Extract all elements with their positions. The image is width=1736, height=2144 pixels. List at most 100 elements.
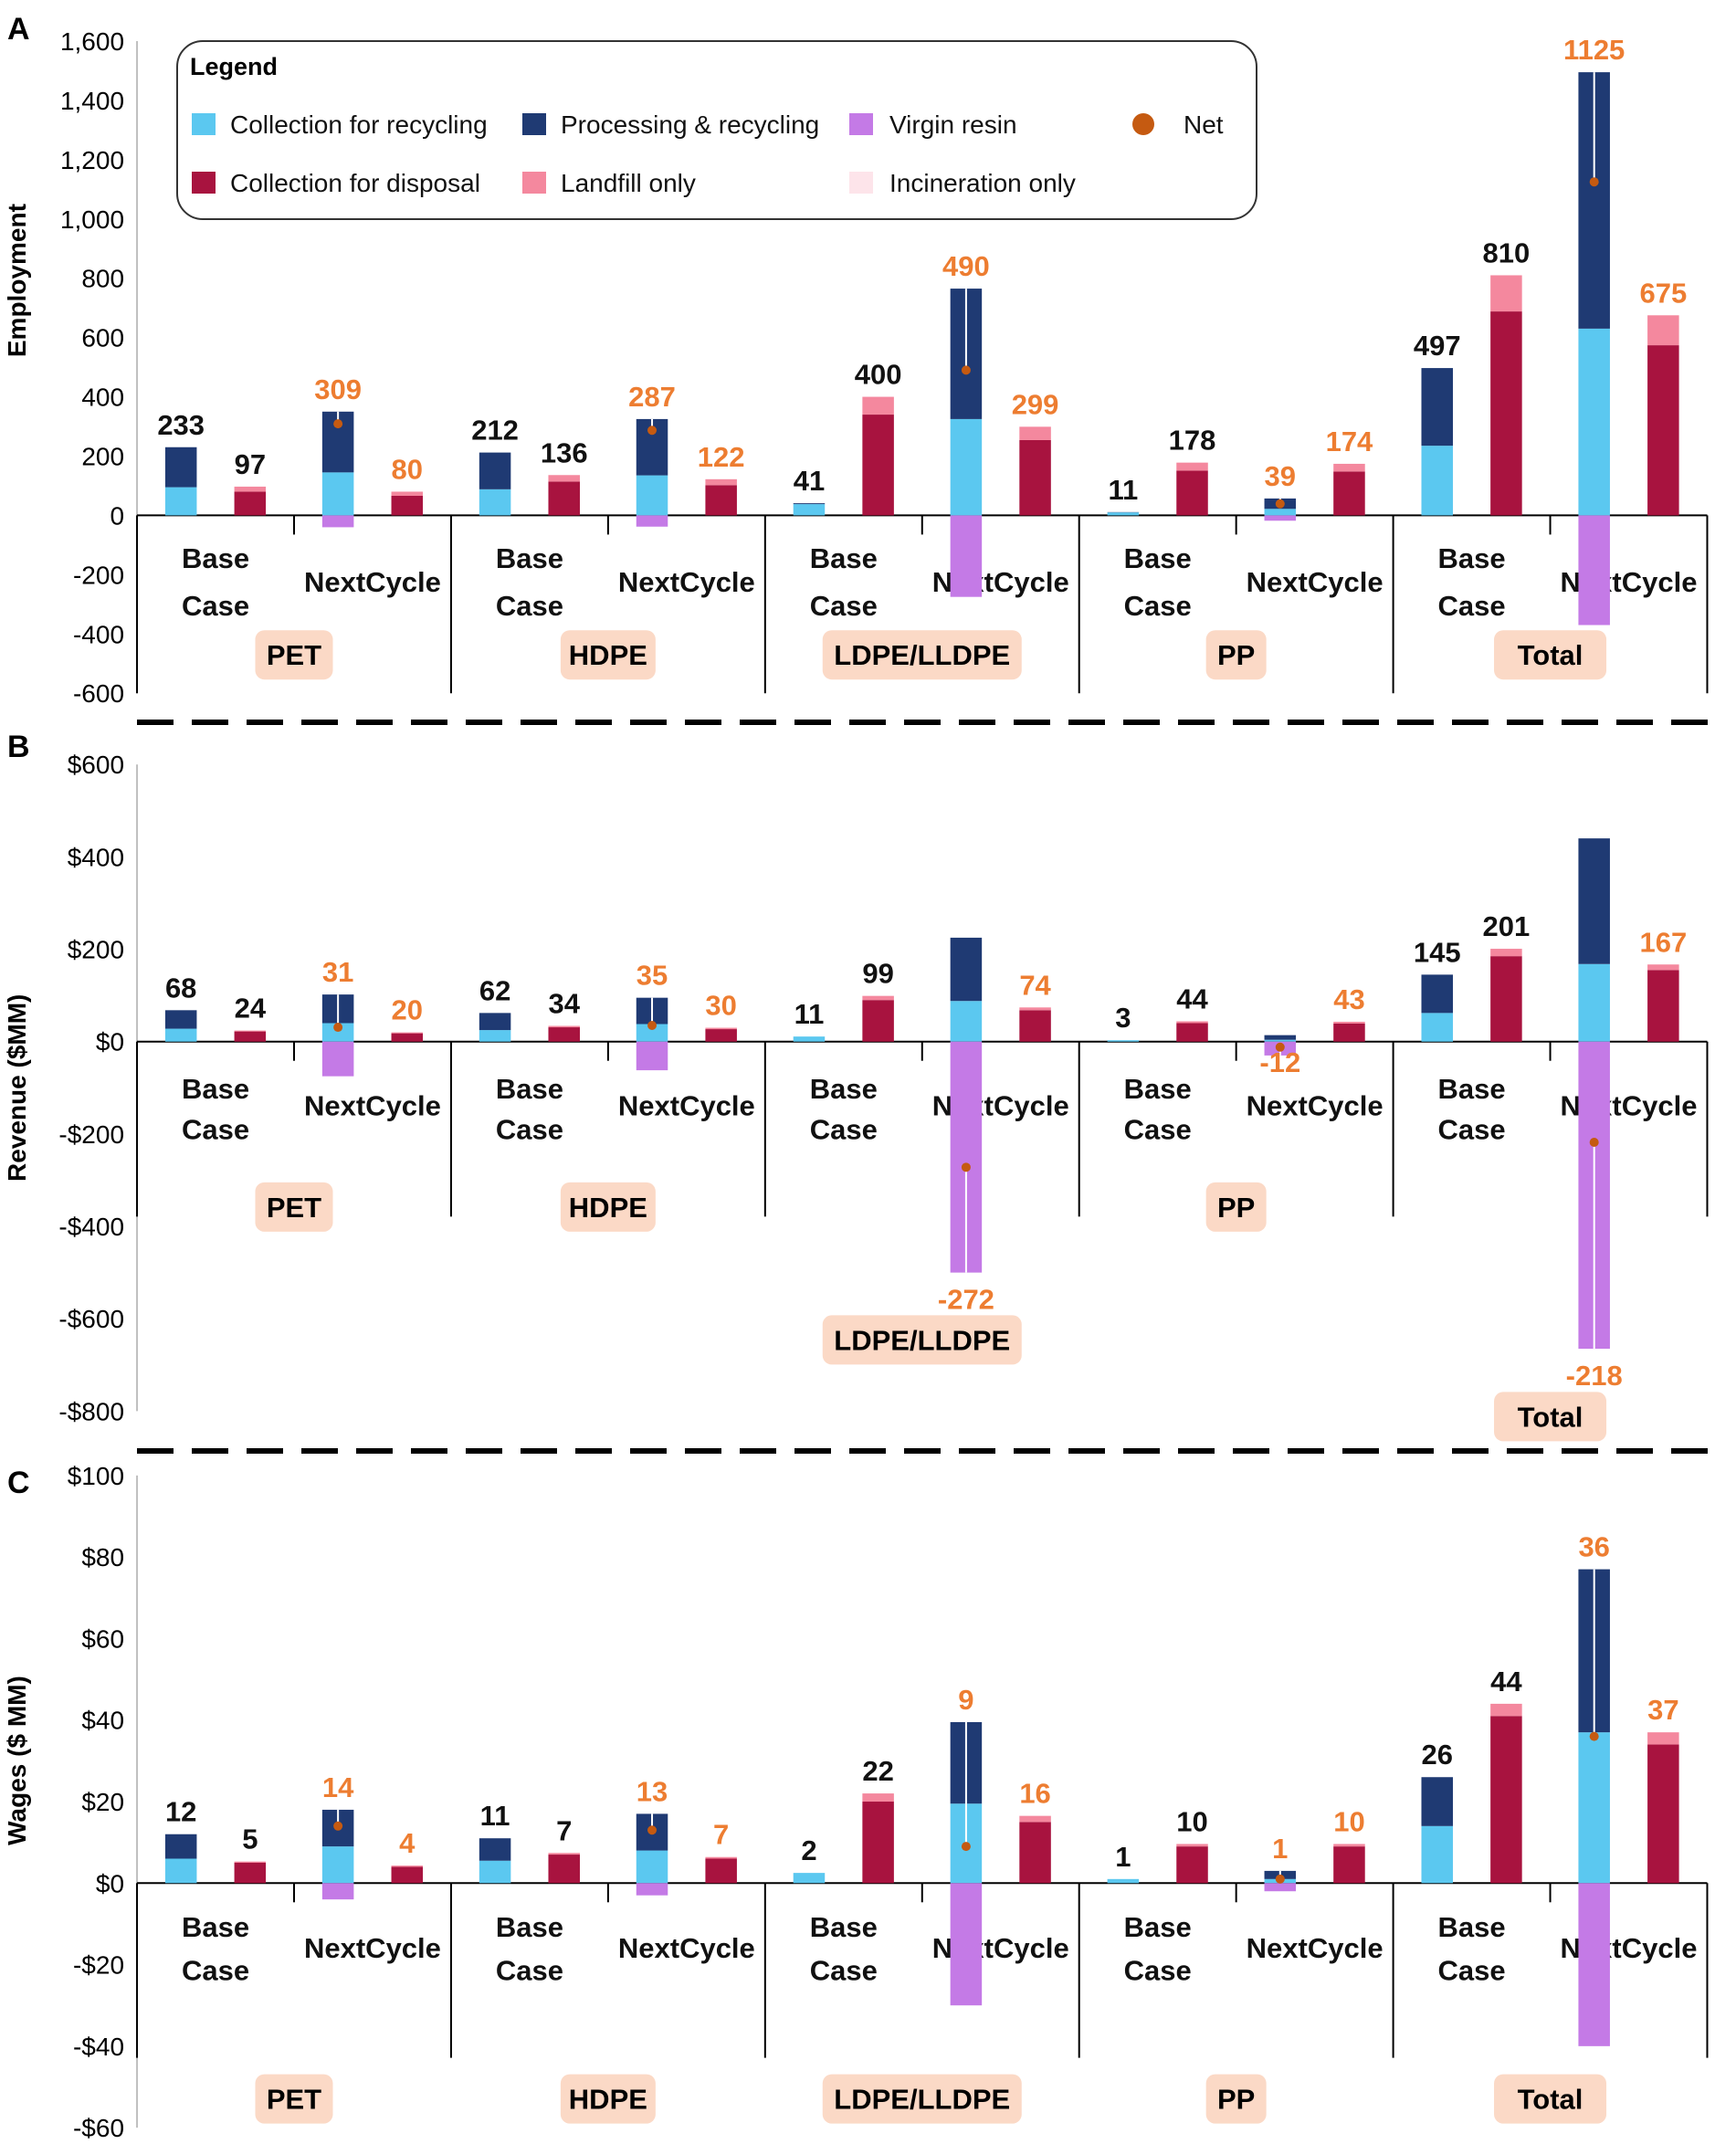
data-label: 233 xyxy=(157,409,205,441)
bar-landfill-only xyxy=(1333,463,1365,472)
bar-collection-disposal xyxy=(1490,311,1522,516)
scenario-label: Base xyxy=(182,1911,249,1943)
y-tick-label: -$200 xyxy=(58,1120,124,1149)
legend-marker-net xyxy=(1132,113,1154,135)
y-tick-label: 0 xyxy=(110,501,124,530)
y-tick-label: -$40 xyxy=(73,2033,124,2061)
y-axis-label: Employment xyxy=(3,204,31,357)
group-label-box xyxy=(1205,630,1267,680)
bar-virgin-resin xyxy=(1264,515,1297,521)
bar-landfill-only xyxy=(548,1853,580,1855)
bar-processing-recycling xyxy=(479,1838,511,1861)
bar-collection-recycling xyxy=(321,472,354,516)
y-tick-label: $400 xyxy=(68,843,124,871)
y-tick-label: $200 xyxy=(68,936,124,964)
data-label-net: 14 xyxy=(322,1771,354,1803)
scenario-label: Base xyxy=(1438,1073,1506,1105)
data-label: 299 xyxy=(1012,388,1059,420)
scenario-label: Case xyxy=(496,590,563,622)
bar-processing-recycling xyxy=(164,447,197,488)
group-label: HDPE xyxy=(569,639,647,671)
data-label: 11 xyxy=(480,1800,510,1832)
data-label: 16 xyxy=(1019,1778,1050,1810)
data-label: 26 xyxy=(1422,1739,1453,1771)
scenario-label: Base xyxy=(1124,542,1192,574)
group-label: PP xyxy=(1217,2084,1255,2116)
group-label: Total xyxy=(1518,639,1583,671)
bar-collection-disposal xyxy=(1176,1846,1208,1884)
bar-processing-recycling xyxy=(479,452,511,489)
bar-landfill-only xyxy=(234,1861,267,1863)
scenario-label: Case xyxy=(182,1113,249,1145)
bar-virgin-resin xyxy=(1578,1883,1610,2046)
data-label-net: 1125 xyxy=(1563,34,1625,66)
scenario-label: Case xyxy=(1124,1113,1192,1145)
group-label: PET xyxy=(267,1192,321,1224)
data-label: 44 xyxy=(1490,1666,1522,1697)
legend-label-virgin-resin: Virgin resin xyxy=(889,110,1017,139)
data-label-net: 13 xyxy=(637,1775,668,1807)
group-label: PP xyxy=(1217,1192,1255,1224)
y-tick-label: $0 xyxy=(96,1028,124,1056)
panel-letter: C xyxy=(7,1466,30,1500)
data-label: 99 xyxy=(862,958,893,990)
bar-collection-recycling xyxy=(164,1028,197,1042)
bar-virgin-resin xyxy=(321,1041,354,1077)
data-label: 178 xyxy=(1169,425,1216,457)
y-tick-label: 1,600 xyxy=(60,27,124,56)
scenario-label: Base xyxy=(810,1911,878,1943)
legend-swatch-incineration-only xyxy=(849,172,873,194)
group-label: HDPE xyxy=(569,1192,647,1224)
bar-virgin-resin xyxy=(321,515,354,528)
bar-collection-disposal xyxy=(548,1855,580,1884)
bar-collection-disposal xyxy=(1647,970,1679,1042)
legend-swatch-processing-recycling xyxy=(522,113,546,135)
bar-collection-recycling xyxy=(1578,963,1610,1042)
scenario-label: NextCycle xyxy=(304,1932,441,1964)
data-label: 497 xyxy=(1414,330,1461,362)
y-tick-label: -200 xyxy=(73,561,124,589)
data-label-net: 35 xyxy=(637,960,668,992)
scenario-label: NextCycle xyxy=(618,566,755,598)
net-marker xyxy=(961,365,971,375)
data-label: 20 xyxy=(392,994,423,1026)
bar-collection-recycling xyxy=(321,1023,354,1042)
net-marker xyxy=(1589,1731,1599,1741)
bar-collection-recycling xyxy=(1578,1732,1610,1884)
net-marker xyxy=(647,1021,658,1031)
bar-landfill-only xyxy=(548,1025,580,1028)
bar-virgin-resin xyxy=(636,515,668,527)
group-label-box xyxy=(822,1315,1022,1365)
scenario-label: Base xyxy=(1124,1073,1192,1105)
data-label-net: 1 xyxy=(1272,1833,1288,1865)
y-tick-label: 200 xyxy=(81,442,124,470)
net-marker xyxy=(1589,177,1599,187)
bar-collection-disposal xyxy=(548,481,580,516)
bar-collection-recycling xyxy=(636,1024,668,1042)
scenario-label: NextCycle xyxy=(1247,1932,1384,1964)
y-tick-label: 1,000 xyxy=(60,205,124,234)
data-label-net: 36 xyxy=(1578,1531,1609,1563)
bar-processing-recycling xyxy=(1578,838,1610,964)
legend-title: Legend xyxy=(190,53,278,80)
scenario-label: Case xyxy=(496,1113,563,1145)
net-marker xyxy=(1275,1042,1285,1052)
bar-collection-recycling xyxy=(479,1030,511,1042)
scenario-label: Base xyxy=(496,1073,563,1105)
group-label: LDPE/LLDPE xyxy=(834,2084,1010,2116)
y-tick-label: -$20 xyxy=(73,1951,124,1980)
group-label: Total xyxy=(1518,2084,1583,2116)
scenario-label: NextCycle xyxy=(304,566,441,598)
data-label: 4 xyxy=(399,1827,416,1859)
bar-landfill-only xyxy=(862,396,894,415)
data-label: 145 xyxy=(1414,936,1461,968)
y-tick-label: -$400 xyxy=(58,1213,124,1241)
bar-collection-disposal xyxy=(1647,345,1679,516)
data-label: 122 xyxy=(698,441,745,473)
bar-landfill-only xyxy=(234,1030,267,1032)
bar-landfill-only xyxy=(1647,1732,1679,1745)
bar-collection-disposal xyxy=(234,1862,267,1884)
scenario-label: Case xyxy=(182,590,249,622)
bar-collection-recycling xyxy=(636,1850,668,1884)
bar-virgin-resin xyxy=(950,1883,983,2006)
